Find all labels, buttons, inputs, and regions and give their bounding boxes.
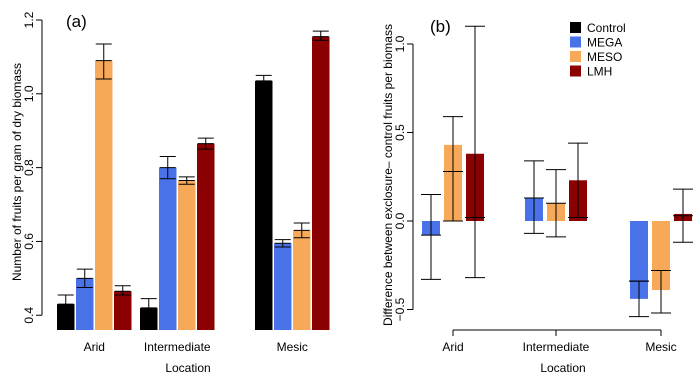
panel-b-x-tick-label-intermediate: Intermediate [523, 340, 590, 354]
panel-b-bars [421, 25, 693, 318]
legend-label-mega: MEGA [587, 36, 622, 50]
panel-a-bar-mesic-mega [274, 243, 292, 330]
panel-a-bar-mesic-control [255, 80, 273, 331]
panel-b-y-tick-label-2: 0.5 [393, 124, 407, 141]
panel-a-bar-arid-mega [76, 278, 94, 330]
panel-b-xlabel: Location [540, 361, 585, 375]
panel-a-bar-arid-control [57, 304, 75, 330]
legend-swatch-mega [570, 36, 581, 48]
legend-swatch-meso [570, 51, 581, 62]
panel-a-y-tick-label-0: 0.4 [22, 307, 36, 324]
legend-label-lmh: LMH [587, 65, 612, 79]
panel-b-y-tick-label-3: 1.0 [393, 35, 407, 52]
panel-a-ylabel: Number of fruits per gram of dry biomass [10, 63, 24, 281]
panel-a-bars [57, 30, 330, 331]
legend-swatch-lmh [570, 65, 581, 77]
panel-a-y-tick-label-1: 0.6 [22, 233, 36, 250]
panel-b-y-tick-label-1: 0.0 [393, 212, 407, 229]
panel-a-xlabel: Location [165, 361, 210, 375]
panel-b-x-tick-label-arid: Arid [442, 340, 463, 354]
panel-b-x-axis: Arid Intermediate Mesic [442, 329, 677, 354]
panel-a-y-tick-label-2: 0.8 [22, 159, 36, 176]
panel-b-bar-mesic-meso [652, 221, 670, 291]
panel-a-y-tick-label-4: 1.2 [22, 11, 36, 28]
legend-swatch-control [570, 22, 581, 33]
panel-a: (a) Number of fruits per gram of dry bio… [10, 11, 330, 375]
panel-a-bar-intermediate-lmh [197, 143, 215, 330]
panel-a-y-axis: 0.4 0.6 0.8 1.0 1.2 [22, 11, 43, 324]
panel-a-bar-intermediate-mega [159, 167, 177, 330]
panel-a-bar-arid-meso [95, 60, 113, 330]
panel-a-bar-mesic-lmh [312, 36, 330, 330]
panel-a-bar-intermediate-control [140, 307, 158, 330]
panel-a-bar-arid-lmh [114, 291, 132, 330]
legend-label-control: Control [587, 21, 626, 35]
panel-a-x-tick-label-intermediate: Intermediate [144, 340, 211, 354]
panel-a-bar-intermediate-meso [178, 180, 196, 330]
panel-a-x-tick-label-arid: Arid [84, 340, 105, 354]
panel-b: (b) Difference between exclosure– contro… [381, 17, 693, 375]
panel-a-y-tick-label-3: 1.0 [22, 85, 36, 102]
panel-a-bar-mesic-meso [293, 230, 311, 330]
panel-b-ylabel: Difference between exclosure– control fr… [381, 24, 395, 326]
panel-b-y-axis: −0.5 0.0 0.5 1.0 [393, 35, 414, 321]
panel-b-y-tick-label-0: −0.5 [393, 297, 407, 321]
panel-a-x-tick-label-mesic: Mesic [277, 340, 308, 354]
panel-b-x-tick-label-mesic: Mesic [645, 340, 676, 354]
panel-a-label: (a) [66, 12, 87, 31]
panel-b-label: (b) [430, 17, 451, 36]
panel-b-bar-mesic-mega [630, 221, 648, 299]
legend-label-meso: MESO [587, 50, 622, 64]
panel-a-x-axis: Arid Intermediate Mesic [84, 340, 308, 354]
